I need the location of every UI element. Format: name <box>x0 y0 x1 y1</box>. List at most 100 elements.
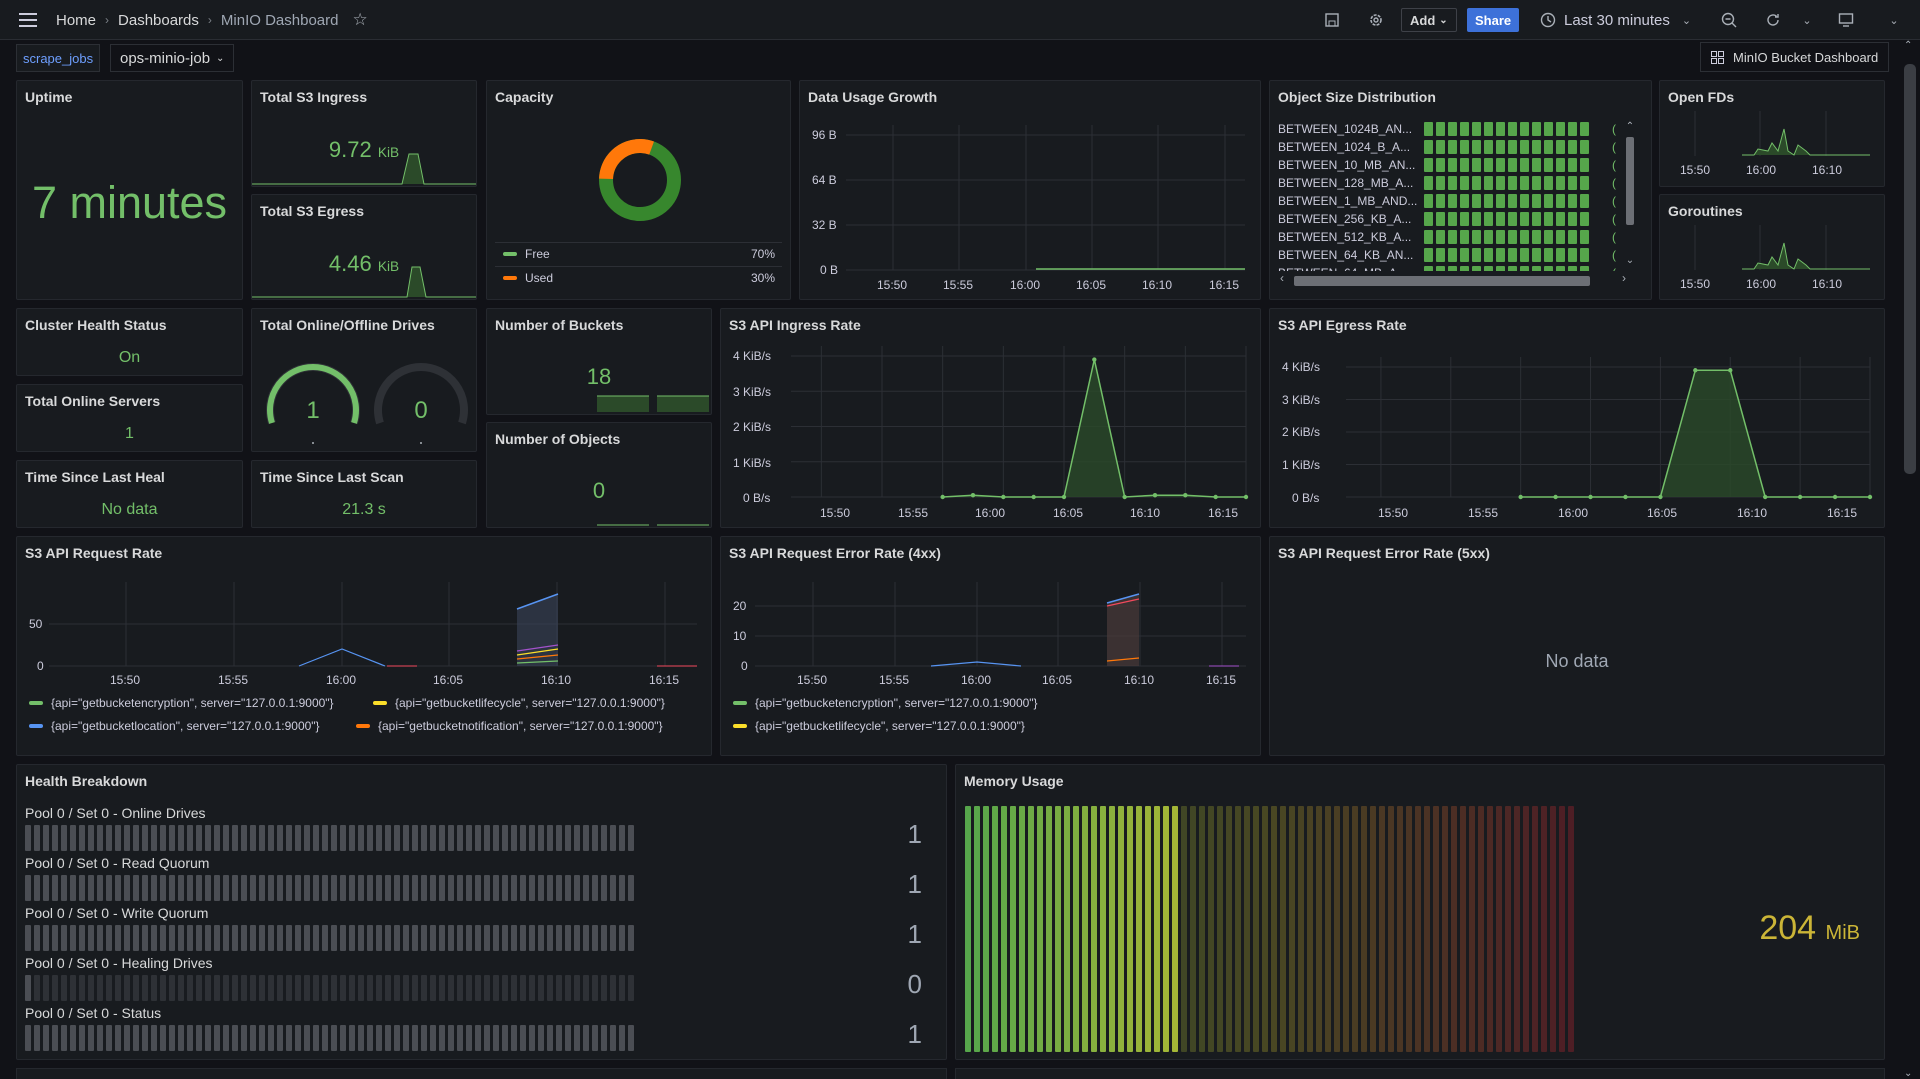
variable-value: ops-minio-job <box>120 49 211 67</box>
histogram-cell <box>1484 248 1493 262</box>
gauge-cell <box>610 975 616 1001</box>
gauge-cell <box>232 925 238 951</box>
histogram-cell <box>1436 266 1445 271</box>
health-row-label: Pool 0 / Set 0 - Read Quorum <box>25 855 210 871</box>
histogram-cell <box>1556 140 1565 154</box>
legend-item[interactable]: {api="getbucketlifecycle", server="127.0… <box>733 719 1025 733</box>
breadcrumb-current: MinIO Dashboard <box>220 11 339 29</box>
gauge-cell <box>349 1025 355 1051</box>
gauge-cell <box>331 975 337 1001</box>
horizontal-scrollbar[interactable]: ‹ › <box>1278 271 1628 287</box>
buckets-panel[interactable]: Number of Buckets 18 <box>486 308 712 415</box>
gauge-cell <box>88 1025 94 1051</box>
last-heal-value: No data <box>101 501 158 518</box>
scroll-thumb[interactable] <box>1626 137 1634 225</box>
menu-icon[interactable] <box>16 8 40 32</box>
gauge-cell <box>529 825 535 851</box>
gauge-cell <box>376 925 382 951</box>
capacity-legend-free[interactable]: Free 70% <box>503 247 775 261</box>
gauge-cell <box>70 825 76 851</box>
chevron-down-icon[interactable]: ⌄ <box>1889 14 1899 27</box>
s3-ingress-rate-panel[interactable]: S3 API Ingress Rate 4 KiB/s 3 KiB/s 2 Ki… <box>720 308 1261 528</box>
gauge-cell <box>223 825 229 851</box>
data-point <box>1213 494 1218 500</box>
health-breakdown-panel[interactable]: Health Breakdown Pool 0 / Set 0 - Online… <box>16 764 947 1060</box>
gauge-cell <box>1397 806 1403 1052</box>
refresh-icon[interactable] <box>1761 8 1785 32</box>
page-scrollbar[interactable]: ⌃ ⌄ <box>1902 40 1920 1079</box>
gauge-cell <box>1253 806 1259 1052</box>
gauge-cell <box>259 875 265 901</box>
goroutines-panel[interactable]: Goroutines 15:50 16:00 16:10 <box>1659 194 1885 300</box>
gauge-cell <box>106 1025 112 1051</box>
breadcrumb-home[interactable]: Home <box>56 11 97 29</box>
health-row-value: 1 <box>907 819 922 849</box>
data-point <box>1061 494 1067 500</box>
gauge-cell <box>583 1025 589 1051</box>
total-s3-egress-panel[interactable]: Total S3 Egress 4.46 KiB <box>251 194 477 300</box>
scroll-thumb[interactable] <box>1294 276 1590 286</box>
variable-select[interactable]: ops-minio-job ⌄ <box>110 44 235 72</box>
data-usage-growth-panel[interactable]: Data Usage Growth 96 B 64 B 32 B 0 B 15:… <box>799 80 1261 300</box>
capacity-panel[interactable]: Capacity Free 70% Used 30% <box>486 80 791 300</box>
gear-icon[interactable] <box>1364 8 1388 32</box>
legend-item[interactable]: {api="getbucketlocation", server="127.0.… <box>29 719 320 733</box>
histogram-cell <box>1424 176 1433 190</box>
last-heal-panel[interactable]: Time Since Last Heal No data <box>16 460 243 528</box>
s3-error-rate-4xx-panel[interactable]: S3 API Request Error Rate (4xx) 20 10 0 … <box>720 536 1261 756</box>
gauge-cell <box>376 875 382 901</box>
cluster-health-panel[interactable]: Cluster Health Status On <box>16 308 243 376</box>
series-area <box>1520 370 1870 497</box>
uptime-panel[interactable]: Uptime 7 minutes <box>16 80 243 300</box>
gauge-cell <box>1100 806 1106 1052</box>
scroll-thumb[interactable] <box>1904 64 1916 474</box>
object-size-distribution-panel[interactable]: Object Size Distribution BETWEEN_1024B_A… <box>1269 80 1652 300</box>
gauge-cell <box>97 825 103 851</box>
gauge-cell <box>259 975 265 1001</box>
last-scan-panel[interactable]: Time Since Last Scan 21.3 s <box>251 460 477 528</box>
histogram-cell <box>1544 194 1553 208</box>
s3-request-rate-panel[interactable]: S3 API Request Rate 50 0 15:50 15:55 16:… <box>16 536 712 756</box>
legend-item[interactable]: {api="getbucketencryption", server="127.… <box>733 696 1038 710</box>
objects-panel[interactable]: Number of Objects 0 <box>486 422 712 528</box>
open-fds-panel[interactable]: Open FDs 15:50 16:00 16:10 <box>1659 80 1885 187</box>
star-icon[interactable]: ☆ <box>352 10 368 29</box>
vertical-scrollbar[interactable]: ⌃ ⌄ <box>1624 121 1636 266</box>
memory-usage-panel[interactable]: Memory Usage 204 MiB <box>955 764 1885 1060</box>
add-button[interactable]: Add ⌄ <box>1401 8 1457 32</box>
breadcrumb: Home › Dashboards › MinIO Dashboard ☆ <box>56 0 368 40</box>
legend-item[interactable]: {api="getbucketnotification", server="12… <box>356 719 663 733</box>
gauge-cell <box>502 975 508 1001</box>
gauge-cell <box>25 1025 31 1051</box>
x-tick: 16:00 <box>1010 278 1041 292</box>
time-range-picker[interactable]: Last 30 minutes ⌄ <box>1540 8 1691 32</box>
chevron-down-icon[interactable]: ⌄ <box>1802 14 1812 27</box>
gauge-cell <box>430 825 436 851</box>
gauge-cell <box>601 925 607 951</box>
capacity-legend-used[interactable]: Used 30% <box>503 271 775 285</box>
s3-egress-rate-panel[interactable]: S3 API Egress Rate 4 KiB/s 3 KiB/s 2 KiB… <box>1269 308 1885 528</box>
gauge-cell <box>241 875 247 901</box>
histogram-cell <box>1424 266 1433 271</box>
total-s3-ingress-panel[interactable]: Total S3 Ingress 9.72 KiB <box>251 80 477 187</box>
dashboard-link[interactable]: MinIO Bucket Dashboard <box>1700 42 1890 72</box>
save-icon[interactable] <box>1320 8 1344 32</box>
legend-item[interactable]: {api="getbucketlifecycle", server="127.0… <box>373 696 665 710</box>
gauge-cell <box>187 875 193 901</box>
tv-mode-icon[interactable] <box>1834 8 1858 32</box>
gauge-cell <box>430 1025 436 1051</box>
share-button[interactable]: Share <box>1467 8 1520 32</box>
top-nav-bar: Home › Dashboards › MinIO Dashboard ☆ Ad… <box>0 0 1920 40</box>
panel-title: S3 API Request Rate <box>25 545 163 561</box>
zoom-out-icon[interactable] <box>1717 8 1741 32</box>
share-button-label: Share <box>1475 12 1512 28</box>
gauge-cell <box>133 875 139 901</box>
histogram-cell <box>1472 140 1481 154</box>
legend-item[interactable]: {api="getbucketencryption", server="127.… <box>29 696 334 710</box>
online-servers-panel[interactable]: Total Online Servers 1 <box>16 384 243 452</box>
gauge-cell <box>268 925 274 951</box>
drives-panel[interactable]: Total Online/Offline Drives 1 0 <box>251 308 477 452</box>
gauge-cell <box>556 975 562 1001</box>
s3-error-rate-5xx-panel[interactable]: S3 API Request Error Rate (5xx) No data <box>1269 536 1885 756</box>
breadcrumb-dashboards[interactable]: Dashboards <box>118 11 199 29</box>
